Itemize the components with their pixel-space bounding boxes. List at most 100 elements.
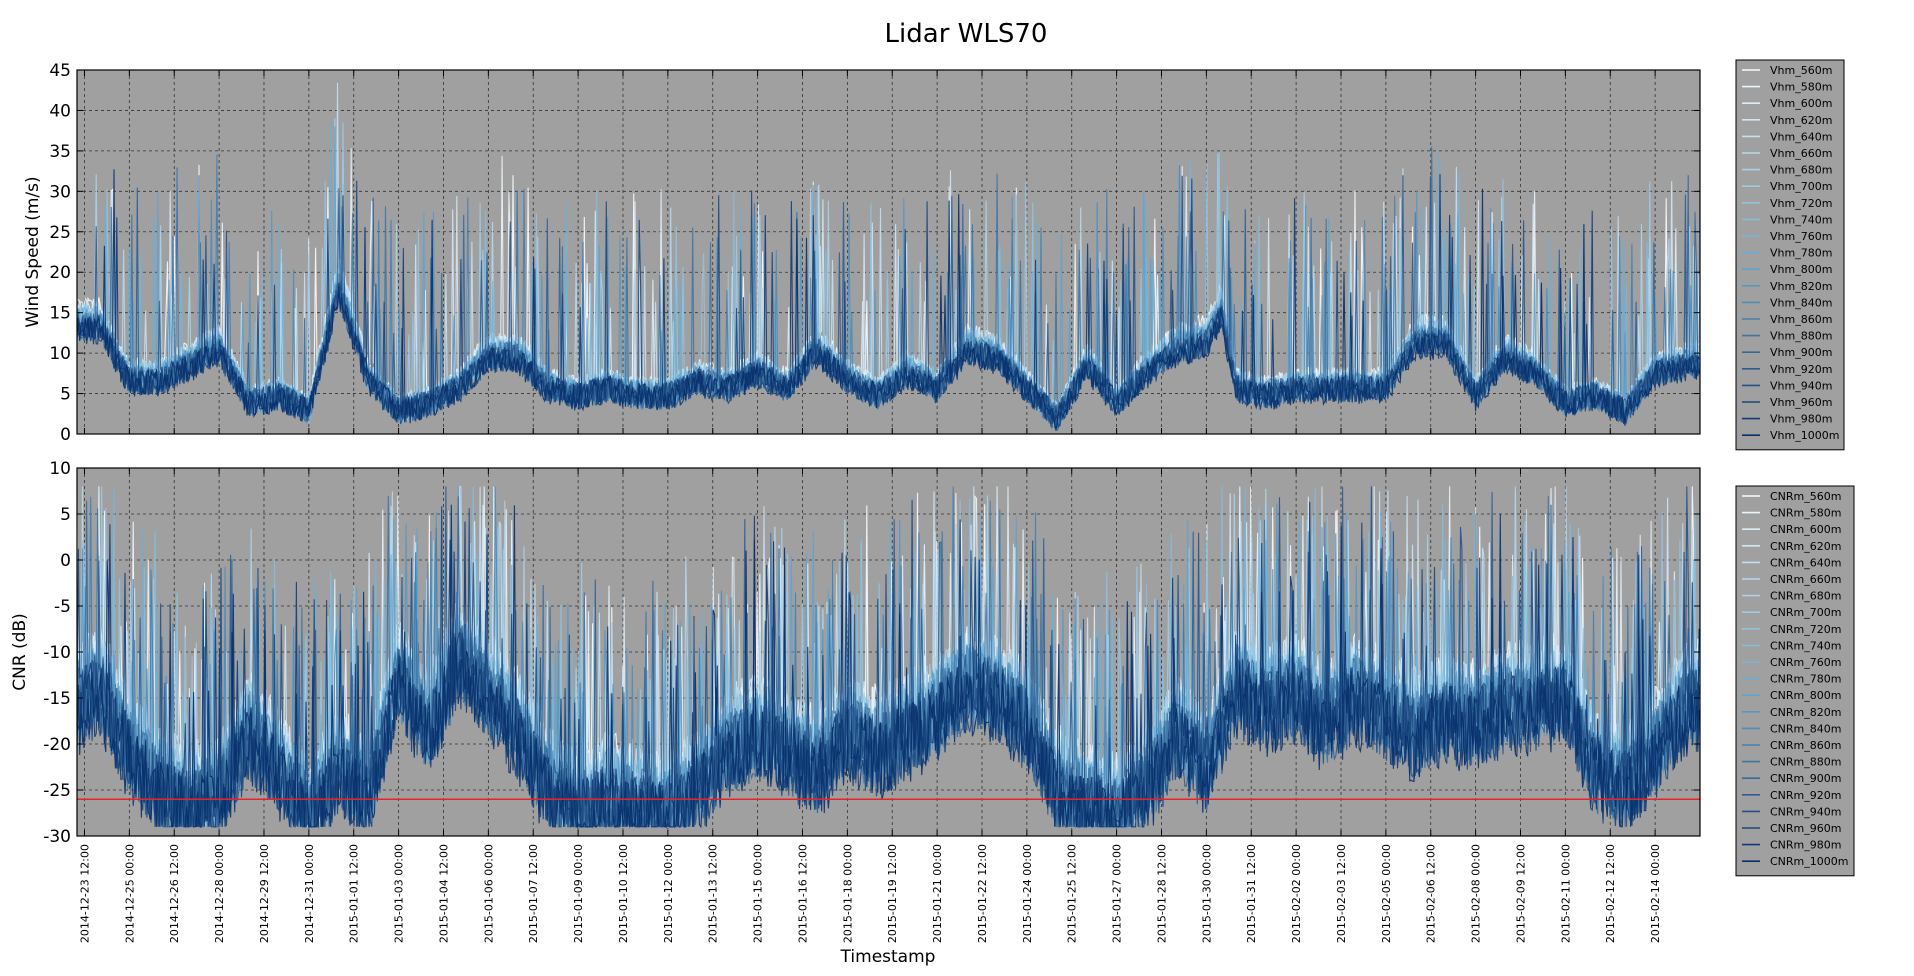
legend-entry: Vhm_960m: [1770, 396, 1832, 409]
y-tick-label: -10: [43, 643, 71, 663]
legend-entry: CNRm_720m: [1770, 623, 1841, 636]
legend-entry: CNRm_760m: [1770, 656, 1841, 669]
legend-entry: Vhm_580m: [1770, 81, 1832, 94]
x-tick-label: 2015-01-13 12:00: [707, 844, 720, 943]
legend-entry: CNRm_600m: [1770, 523, 1841, 536]
y-tick-label: 20: [49, 263, 71, 283]
y-axis-label: CNR (dB): [10, 613, 30, 691]
y-tick-label: 45: [49, 61, 71, 81]
y-tick-label: 40: [49, 101, 71, 121]
y-tick-label: 35: [49, 142, 71, 162]
y-tick-label: 5: [60, 505, 71, 525]
x-tick-label: 2015-01-22 12:00: [976, 844, 989, 943]
chart-title: Lidar WLS70: [885, 19, 1048, 49]
legend-entry: Vhm_640m: [1770, 130, 1832, 143]
legend-entry: CNRm_1000m: [1770, 855, 1848, 868]
legend-entry: Vhm_660m: [1770, 147, 1832, 160]
legend-entry: CNRm_900m: [1770, 772, 1841, 785]
x-tick-label: 2015-01-06 00:00: [482, 844, 495, 943]
legend-entry: CNRm_980m: [1770, 839, 1841, 852]
legend-entry: Vhm_900m: [1770, 346, 1832, 359]
x-tick-label: 2015-01-31 12:00: [1245, 844, 1258, 943]
legend-entry: Vhm_820m: [1770, 280, 1832, 293]
x-tick-label: 2014-12-25 00:00: [123, 844, 136, 943]
legend-entry: Vhm_980m: [1770, 413, 1832, 426]
plot-frame: [76, 69, 1701, 435]
y-tick-label: 0: [60, 551, 71, 571]
legend-entry: Vhm_880m: [1770, 330, 1832, 343]
legend-entry: CNRm_620m: [1770, 540, 1841, 553]
legend-entry: CNRm_740m: [1770, 639, 1841, 652]
cnr-panel: -30 -25 -20 -15 -10 -5 0 5 10 2014-12-23 12:00 201…: [10, 459, 1855, 943]
legend-entry: Vhm_840m: [1770, 296, 1832, 309]
legend-entry: CNRm_780m: [1770, 673, 1841, 686]
x-tick-label: 2015-01-15 00:00: [752, 844, 765, 943]
x-tick-label: 2014-12-26 12:00: [168, 844, 181, 943]
x-tick-label: 2015-01-25 12:00: [1066, 844, 1079, 943]
x-tick-label: 2015-02-09 12:00: [1514, 844, 1527, 943]
legend-entry: CNRm_700m: [1770, 606, 1841, 619]
x-tick-label: 2015-02-12 12:00: [1604, 844, 1617, 943]
legend-entry: Vhm_700m: [1770, 180, 1832, 193]
x-tick-label: 2015-01-12 00:00: [662, 844, 675, 943]
y-tick-label: 5: [60, 385, 71, 405]
legend-entry: CNRm_920m: [1770, 789, 1841, 802]
y-tick-label: 30: [49, 182, 71, 202]
legend-entry: CNRm_560m: [1770, 490, 1841, 503]
x-tick-label: 2015-01-18 00:00: [841, 844, 854, 943]
x-tick-label: 2015-02-02 00:00: [1290, 844, 1303, 943]
x-tick-label: 2015-02-05 00:00: [1380, 844, 1393, 943]
x-tick-label: 2014-12-23 12:00: [78, 844, 91, 943]
legend-entry: Vhm_740m: [1770, 213, 1832, 226]
legend-entry: CNRm_680m: [1770, 590, 1841, 603]
y-tick-label: -25: [43, 781, 71, 801]
legend-entry: Vhm_720m: [1770, 197, 1832, 210]
x-tick-label: 2014-12-28 00:00: [213, 844, 226, 943]
legend-entry: CNRm_660m: [1770, 573, 1841, 586]
legend-entry: Vhm_620m: [1770, 114, 1832, 127]
x-tick-label: 2015-01-07 12:00: [527, 844, 540, 943]
legend-entry: Vhm_600m: [1770, 97, 1832, 110]
x-tick-label: 2015-02-11 00:00: [1559, 844, 1572, 943]
y-tick-label: 10: [49, 344, 71, 364]
legend-entry: Vhm_780m: [1770, 247, 1832, 260]
legend-entry: Vhm_680m: [1770, 164, 1832, 177]
x-tick-label: 2015-01-01 12:00: [348, 844, 361, 943]
x-tick-label: 2014-12-29 12:00: [258, 844, 271, 943]
legend-entry: CNRm_800m: [1770, 689, 1841, 702]
legend-entry: Vhm_800m: [1770, 263, 1832, 276]
x-tick-label: 2015-01-04 12:00: [437, 844, 450, 943]
legend-entry: Vhm_860m: [1770, 313, 1832, 326]
y-tick-label: 25: [49, 223, 71, 243]
x-tick-label: 2015-01-30 00:00: [1200, 844, 1213, 943]
legend-entry: CNRm_960m: [1770, 822, 1841, 835]
x-axis-label: Timestamp: [840, 947, 936, 967]
x-tick-label: 2015-01-27 00:00: [1111, 844, 1124, 943]
x-tick-label: 2015-01-24 00:00: [1021, 844, 1034, 943]
legend-entry: Vhm_940m: [1770, 379, 1832, 392]
x-tick-label: 2015-01-03 00:00: [393, 844, 406, 943]
legend-entry: CNRm_820m: [1770, 706, 1841, 719]
x-tick-label: 2015-02-14 00:00: [1649, 844, 1662, 943]
legend-entry: Vhm_560m: [1770, 64, 1832, 77]
x-tick-label: 2015-02-06 12:00: [1425, 844, 1438, 943]
x-tick-label: 2015-01-21 00:00: [931, 844, 944, 943]
y-tick-label: -5: [54, 597, 71, 617]
series-line: [76, 169, 1700, 431]
legend-entry: CNRm_580m: [1770, 507, 1841, 520]
x-tick-label: 2015-02-08 00:00: [1470, 844, 1483, 943]
x-tick-label: 2015-01-28 12:00: [1155, 844, 1168, 943]
y-tick-label: -15: [43, 689, 71, 709]
legend-entry: CNRm_640m: [1770, 556, 1841, 569]
x-tick-label: 2015-01-09 00:00: [572, 844, 585, 943]
legend-entry: CNRm_840m: [1770, 722, 1841, 735]
y-tick-label: 15: [49, 304, 71, 324]
legend-entry: CNRm_860m: [1770, 739, 1841, 752]
wind-speed-panel: 0 5 10 15 20 25 30 35 40 45 Wind Speed (m/s) Vhm_56…: [23, 59, 1845, 451]
y-tick-label: 10: [49, 459, 71, 479]
legend-entry: Vhm_760m: [1770, 230, 1832, 243]
y-tick-label: -20: [43, 735, 71, 755]
x-tick-label: 2015-01-19 12:00: [886, 844, 899, 943]
legend-entry: Vhm_1000m: [1770, 429, 1839, 442]
